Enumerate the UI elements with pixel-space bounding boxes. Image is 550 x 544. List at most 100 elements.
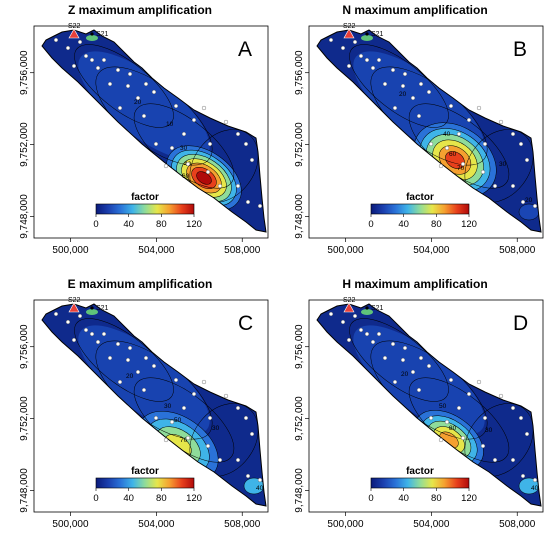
station-point (376, 331, 382, 337)
station-point (364, 331, 370, 337)
station-point (382, 355, 388, 361)
station-point (376, 57, 382, 63)
contour-label: 50 (439, 403, 447, 410)
station-marker-s21 (365, 32, 369, 36)
station-point (448, 377, 454, 383)
colorbar-tick-label: 120 (461, 219, 477, 230)
station-point (217, 183, 223, 189)
colorbar-tick-label: 120 (186, 219, 202, 230)
station-point (498, 393, 504, 399)
station-point (392, 105, 398, 111)
colorbar-tick-label: 80 (156, 493, 167, 504)
station-point (65, 319, 71, 325)
colorbar-tick-label: 40 (123, 493, 134, 504)
station-point (191, 117, 197, 123)
station-point (257, 477, 263, 483)
colorbar-title: factor (131, 192, 159, 203)
y-tick-label: 9,756,000 (294, 324, 305, 369)
panel-title: E maximum amplification (68, 277, 213, 291)
station-marker-s22 (343, 28, 355, 39)
station-point (438, 163, 444, 169)
station-marker-s21 (365, 306, 369, 310)
station-point (223, 119, 229, 125)
contour-line (74, 44, 174, 128)
station-point (510, 131, 516, 137)
station-point (520, 473, 526, 479)
coastal-spot (361, 35, 373, 41)
contour-label: 20 (525, 197, 533, 204)
station-point (498, 119, 504, 125)
station-point (95, 65, 101, 71)
contour-line (349, 44, 449, 128)
station-point (460, 435, 466, 441)
station-marker-s22 (343, 302, 355, 313)
station-point (518, 141, 524, 147)
y-tick-label: 9,752,000 (19, 396, 30, 441)
station-point (115, 67, 121, 73)
station-point (364, 57, 370, 63)
station-point (448, 103, 454, 109)
station-point (95, 339, 101, 345)
station-point (235, 131, 241, 137)
station-point (235, 183, 241, 189)
station-point (510, 405, 516, 411)
station-point (245, 473, 251, 479)
station-point (532, 203, 538, 209)
station-point (169, 145, 175, 151)
station-point (476, 105, 482, 111)
colorbar-title: factor (131, 466, 159, 477)
station-point (370, 65, 376, 71)
station-marker-s22 (68, 28, 80, 39)
station-point (426, 363, 432, 369)
colorbar-tick-label: 120 (461, 493, 477, 504)
station-point (456, 405, 462, 411)
station-point (163, 437, 169, 443)
station-point (107, 81, 113, 87)
station-point (466, 391, 472, 397)
contour-line (74, 318, 174, 402)
station-point (89, 57, 95, 63)
station-point (358, 327, 364, 333)
station-point (151, 89, 157, 95)
station-point (181, 405, 187, 411)
colorbar (95, 203, 195, 215)
station-point (410, 95, 416, 101)
station-point (243, 141, 249, 147)
field-band (353, 325, 485, 435)
x-tick-label: 504,000 (413, 245, 450, 256)
y-tick-label: 9,748,000 (294, 468, 305, 513)
station-label-s21: S21 (96, 305, 109, 312)
station-point (346, 337, 352, 343)
station-point (207, 415, 213, 421)
x-tick-label: 504,000 (413, 519, 450, 530)
station-point (480, 443, 486, 449)
coastline (41, 29, 267, 233)
station-point (173, 103, 179, 109)
station-label-s22: S22 (343, 23, 356, 30)
coastline (41, 303, 267, 507)
station-point (518, 415, 524, 421)
station-point (328, 311, 334, 317)
x-tick-label: 508,000 (499, 245, 536, 256)
colorbar-tick-label: 80 (431, 219, 442, 230)
station-point (135, 369, 141, 375)
colorbar (370, 477, 470, 489)
y-tick-label: 9,756,000 (19, 50, 30, 95)
colorbar-tick-label: 0 (93, 493, 98, 504)
station-point (460, 161, 466, 167)
coastline (316, 303, 542, 507)
y-tick-label: 9,756,000 (294, 50, 305, 95)
station-label-s22: S22 (68, 297, 81, 304)
secondary-spot (519, 204, 539, 220)
station-point (410, 369, 416, 375)
station-point (235, 457, 241, 463)
map-panel-A: Z maximum amplification 20 10 30 40 60 S22 S21 A… (19, 3, 269, 256)
station-point (340, 45, 346, 51)
station-point (71, 63, 77, 69)
contour-label: 30 (485, 427, 493, 434)
x-tick-label: 508,000 (224, 519, 261, 530)
station-marker-s22 (68, 302, 80, 313)
station-point (169, 419, 175, 425)
station-point (127, 71, 133, 77)
station-point (181, 131, 187, 137)
